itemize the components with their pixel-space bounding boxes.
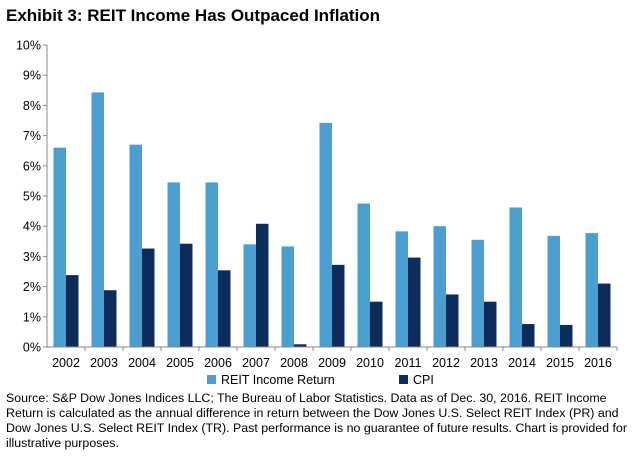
- y-tick-label: 8%: [23, 99, 41, 113]
- bar-reit-income: [471, 239, 484, 347]
- x-tick-label: 2012: [432, 356, 460, 370]
- bar-reit-income: [53, 147, 66, 347]
- x-tick-label: 2006: [204, 356, 232, 370]
- chart-title: Exhibit 3: REIT Income Has Outpaced Infl…: [6, 6, 381, 25]
- y-tick-label: 6%: [23, 159, 41, 173]
- x-tick-label: 2015: [546, 356, 574, 370]
- bar-cpi: [104, 290, 117, 347]
- x-tick-label: 2004: [128, 356, 156, 370]
- bar-cpi: [256, 223, 269, 347]
- bar-reit-income: [357, 203, 370, 347]
- x-tick-label: 2007: [242, 356, 270, 370]
- bar-cpi: [218, 270, 231, 347]
- bar-cpi: [66, 275, 79, 347]
- x-tick-label: 2014: [508, 356, 536, 370]
- bar-reit-income: [433, 226, 446, 347]
- bar-cpi: [180, 243, 193, 347]
- x-tick-label: 2005: [166, 356, 194, 370]
- legend-swatch-reit: [207, 375, 216, 384]
- bar-cpi: [408, 257, 421, 347]
- bar-cpi: [446, 294, 459, 347]
- bar-reit-income: [167, 182, 180, 347]
- y-tick-label: 9%: [23, 69, 41, 83]
- bar-reit-income: [547, 235, 560, 347]
- legend: REIT Income Return CPI: [207, 373, 434, 387]
- bar-reit-income: [281, 246, 294, 347]
- bar-group: [53, 92, 611, 347]
- bar-reit-income: [129, 144, 142, 347]
- bar-cpi: [294, 344, 307, 347]
- bar-reit-income: [91, 92, 104, 347]
- x-tick-label: 2016: [584, 356, 612, 370]
- y-tick-label: 2%: [23, 280, 41, 294]
- bar-cpi: [560, 324, 573, 347]
- y-tick-label: 10%: [16, 39, 41, 53]
- x-tick-label: 2008: [280, 356, 308, 370]
- legend-label-reit: REIT Income Return: [221, 373, 335, 387]
- bar-cpi: [370, 301, 383, 347]
- y-tick-label: 1%: [23, 310, 41, 324]
- source-note: Source: S&P Dow Jones Indices LLC; The B…: [6, 391, 627, 450]
- y-tick-label: 4%: [23, 220, 41, 234]
- y-tick-label: 0%: [23, 341, 41, 355]
- y-tick-label: 5%: [23, 190, 41, 204]
- bar-reit-income: [319, 122, 332, 347]
- bar-chart: 0% 1% 2% 3% 4% 5% 6% 7% 8% 9% 10% 2002 2003 2004 2005…: [16, 39, 618, 387]
- bar-cpi: [484, 301, 497, 347]
- y-axis-ticks: 0% 1% 2% 3% 4% 5% 6% 7% 8% 9% 10%: [16, 39, 47, 355]
- x-tick-label: 2010: [356, 356, 384, 370]
- x-tick-label: 2003: [90, 356, 118, 370]
- legend-swatch-cpi: [399, 375, 408, 384]
- y-tick-label: 3%: [23, 250, 41, 264]
- legend-label-cpi: CPI: [413, 373, 434, 387]
- y-tick-label: 7%: [23, 129, 41, 143]
- bar-reit-income: [205, 182, 218, 347]
- bar-reit-income: [395, 231, 408, 347]
- bar-cpi: [142, 248, 155, 347]
- bar-reit-income: [243, 244, 256, 347]
- bar-cpi: [332, 264, 345, 347]
- x-tick-label: 2011: [395, 356, 422, 370]
- x-axis-ticks: 2002 2003 2004 2005 2006 2007 2008 2009 2010 2011…: [52, 347, 618, 370]
- bar-reit-income: [585, 233, 598, 347]
- bar-cpi: [522, 324, 535, 347]
- bar-reit-income: [509, 207, 522, 347]
- x-tick-label: 2009: [318, 356, 346, 370]
- x-tick-label: 2013: [470, 356, 498, 370]
- x-tick-label: 2002: [52, 356, 80, 370]
- bar-cpi: [598, 283, 611, 347]
